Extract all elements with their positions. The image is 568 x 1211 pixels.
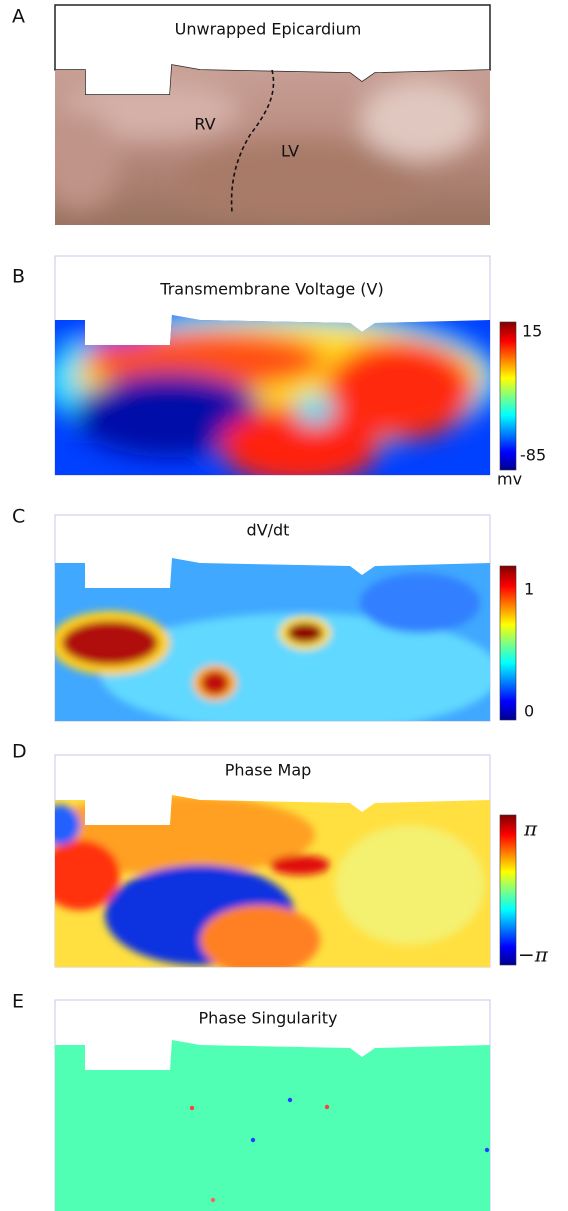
panel-letter: B bbox=[12, 266, 25, 288]
singularity-dot bbox=[250, 1137, 256, 1143]
panel-title: Phase Singularity bbox=[199, 1009, 338, 1028]
map-blob bbox=[325, 340, 475, 440]
map-blob bbox=[62, 621, 158, 665]
singularity-dot bbox=[484, 1147, 490, 1153]
panel-title: Unwrapped Epicardium bbox=[175, 20, 362, 39]
colorbar-max: π bbox=[523, 817, 538, 841]
map-blobs bbox=[55, 573, 490, 721]
map-blob bbox=[75, 373, 265, 457]
map-blob bbox=[360, 80, 480, 160]
singularity-dot bbox=[210, 1197, 216, 1203]
region-label: RV bbox=[194, 115, 215, 134]
map-blob bbox=[360, 573, 480, 633]
map-blob bbox=[200, 905, 320, 967]
map-blob bbox=[220, 405, 380, 475]
map-blobs bbox=[55, 80, 480, 220]
region-label: LV bbox=[281, 142, 299, 161]
map-blob bbox=[335, 825, 485, 945]
map-blob bbox=[55, 805, 80, 845]
panel-title: Transmembrane Voltage (V) bbox=[159, 280, 383, 299]
septum-line bbox=[230, 69, 275, 213]
colorbar-max: 15 bbox=[522, 322, 542, 341]
panel-letter: A bbox=[12, 6, 25, 28]
map-blob bbox=[270, 855, 330, 875]
map-blob bbox=[295, 396, 335, 424]
colorbar bbox=[499, 321, 517, 471]
colorbar-unit: mv bbox=[497, 470, 522, 489]
colorbar-min: -85 bbox=[520, 446, 546, 465]
singularity-dot bbox=[189, 1105, 195, 1111]
panel-title: dV/dt bbox=[247, 521, 290, 540]
map-blob bbox=[100, 613, 490, 721]
colorbar bbox=[499, 814, 517, 966]
panel-title: Phase Map bbox=[225, 761, 312, 780]
colorbar bbox=[499, 565, 517, 721]
map-blob bbox=[55, 840, 120, 910]
map-blob bbox=[180, 140, 420, 220]
map-blobs bbox=[55, 795, 485, 967]
singularity-dot bbox=[324, 1104, 330, 1110]
map-blob bbox=[287, 623, 323, 643]
panel-letter: D bbox=[12, 741, 27, 763]
singularity-dot bbox=[287, 1097, 293, 1103]
colorbar-min: 0 bbox=[524, 702, 534, 721]
maps bbox=[54, 4, 491, 1211]
map-blob bbox=[55, 110, 120, 210]
panel-letter: E bbox=[12, 991, 24, 1013]
colorbar-min: −π bbox=[518, 943, 549, 967]
colorbar-max: 1 bbox=[524, 580, 534, 599]
map-blob bbox=[201, 671, 229, 695]
panel-letter: C bbox=[12, 506, 25, 528]
